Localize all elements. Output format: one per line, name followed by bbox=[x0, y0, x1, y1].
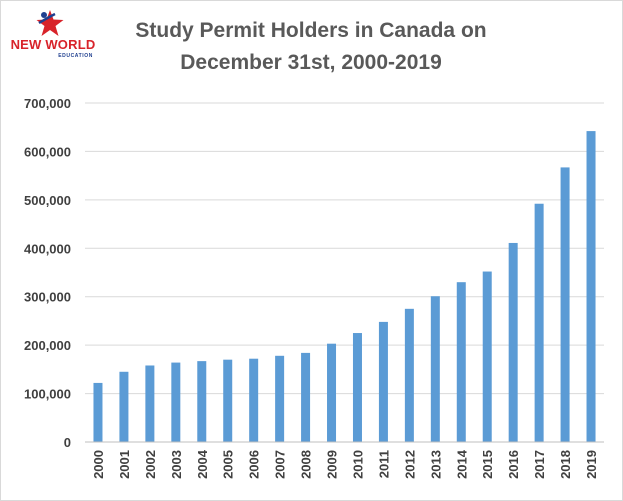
x-tick-label-2002: 2002 bbox=[143, 450, 158, 479]
bar-2017 bbox=[534, 203, 544, 442]
bar-2002 bbox=[145, 365, 155, 442]
bar-2001 bbox=[119, 371, 129, 442]
x-tick-label-2014: 2014 bbox=[454, 449, 469, 479]
bar-2018 bbox=[560, 167, 570, 442]
new-world-education-logo: NEW WORLD EDUCATION bbox=[9, 9, 97, 61]
bar-2015 bbox=[482, 271, 492, 442]
chart-title-line-1: Study Permit Holders in Canada on bbox=[135, 19, 487, 42]
bar-2011 bbox=[378, 321, 388, 442]
y-tick-label: 700,000 bbox=[24, 96, 71, 111]
y-tick-label: 300,000 bbox=[24, 290, 71, 305]
x-tick-label-2012: 2012 bbox=[402, 450, 417, 479]
x-tick-label-2009: 2009 bbox=[325, 450, 340, 479]
bars bbox=[93, 131, 596, 443]
bar-2004 bbox=[197, 361, 207, 442]
logo-subtitle: EDUCATION bbox=[58, 53, 93, 59]
y-tick-label: 100,000 bbox=[24, 387, 71, 402]
chart-title-line-2: December 31st, 2000-2019 bbox=[180, 51, 442, 74]
y-tick-label: 0 bbox=[64, 435, 71, 450]
bar-2012 bbox=[404, 308, 414, 442]
y-tick-label: 600,000 bbox=[24, 144, 71, 159]
x-tick-label-2015: 2015 bbox=[480, 450, 495, 479]
x-tick-label-2019: 2019 bbox=[584, 450, 599, 479]
bar-2006 bbox=[249, 358, 259, 442]
x-tick-label-2001: 2001 bbox=[117, 450, 132, 479]
x-tick-label-2011: 2011 bbox=[376, 450, 391, 478]
y-tick-label: 400,000 bbox=[24, 241, 71, 256]
y-tick-label: 500,000 bbox=[24, 193, 71, 208]
x-tick-label-2006: 2006 bbox=[247, 450, 262, 479]
logo-wordmark: NEW WORLD bbox=[10, 37, 96, 52]
bar-2014 bbox=[456, 282, 466, 442]
x-tick-label-2017: 2017 bbox=[532, 450, 547, 479]
x-tick-label-2018: 2018 bbox=[558, 450, 573, 479]
chart-title: Study Permit Holders in Canada on Decemb… bbox=[111, 15, 511, 79]
bar-2013 bbox=[430, 296, 440, 442]
bar-2005 bbox=[223, 359, 233, 442]
gridlines bbox=[85, 102, 604, 395]
x-tick-label-2010: 2010 bbox=[350, 450, 365, 479]
x-tick-label-2007: 2007 bbox=[273, 450, 288, 479]
bar-2007 bbox=[275, 355, 285, 442]
x-tick-label-2000: 2000 bbox=[91, 450, 106, 479]
bar-2008 bbox=[301, 352, 311, 442]
bar-2019 bbox=[586, 131, 596, 443]
x-tick-label-2004: 2004 bbox=[195, 449, 210, 479]
bar-2000 bbox=[93, 382, 103, 442]
x-axis-tick-labels: 2000 2001 2002 2003 2004 2005 2006 2007 2008 2009… bbox=[91, 449, 599, 479]
bar-2009 bbox=[327, 343, 337, 442]
x-tick-label-2003: 2003 bbox=[169, 450, 184, 479]
x-tick-label-2008: 2008 bbox=[299, 450, 314, 479]
star-figure-icon bbox=[36, 10, 64, 36]
x-tick-label-2016: 2016 bbox=[506, 450, 521, 479]
bar-2016 bbox=[508, 242, 518, 442]
y-axis-tick-labels: 0 100,000 200,000 300,000 400,000 500,000 600,… bbox=[24, 96, 71, 450]
bar-2003 bbox=[171, 362, 181, 442]
x-tick-label-2005: 2005 bbox=[221, 450, 236, 479]
bar-2010 bbox=[352, 333, 362, 442]
y-tick-label: 200,000 bbox=[24, 338, 71, 353]
x-tick-label-2013: 2013 bbox=[428, 450, 443, 479]
